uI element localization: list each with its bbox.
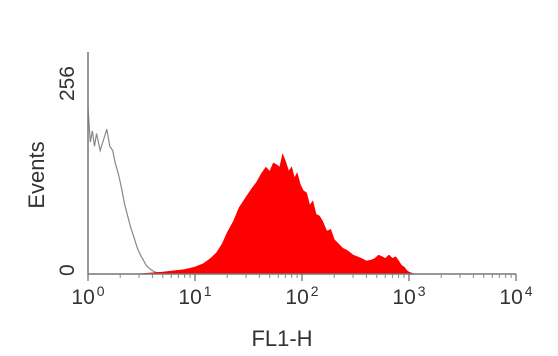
y-tick-label: 256 xyxy=(56,66,79,101)
x-tick-label: 10 3 xyxy=(392,283,425,309)
x-tick-label: 10 4 xyxy=(499,283,532,309)
y-tick-label: 0 xyxy=(56,264,79,276)
x-tick-label: 10 0 xyxy=(71,283,104,309)
control-histogram-line xyxy=(87,107,163,275)
x-tick-label: 10 2 xyxy=(285,283,318,309)
y-axis-title: Events xyxy=(24,141,49,208)
x-tick-label: 10 1 xyxy=(178,283,211,309)
x-axis-title: FL1-H xyxy=(251,326,312,351)
sample-histogram-area xyxy=(139,153,414,275)
